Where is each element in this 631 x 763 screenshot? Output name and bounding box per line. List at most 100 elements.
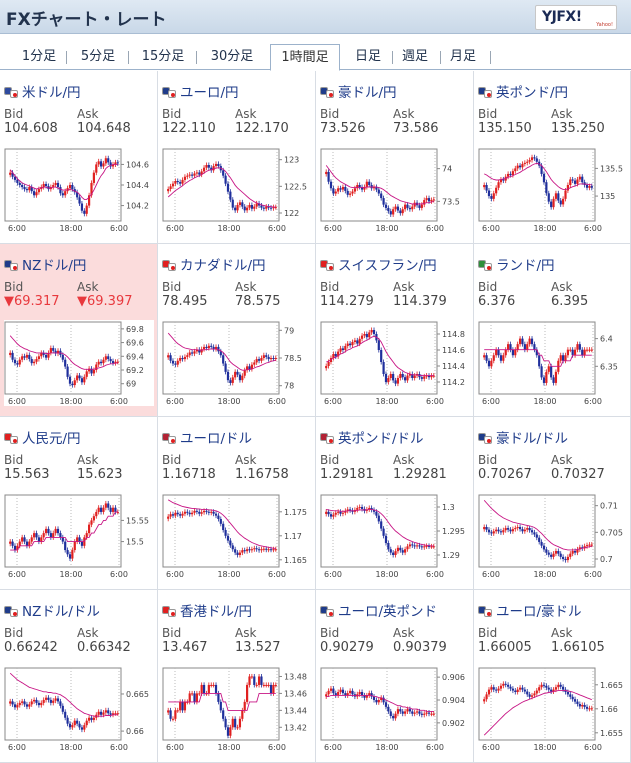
candle-body (576, 549, 579, 553)
mini-chart[interactable]: 13.48 13.46 13.44 13.42 6:00 18:00 6:00 (162, 666, 312, 752)
tab-8[interactable]: 月足 (449, 49, 476, 64)
candle-body (408, 709, 411, 712)
pair-name[interactable]: 香港ドル/円 (180, 604, 253, 620)
mini-chart[interactable]: 1.3 1.295 1.29 6:00 18:00 6:00 (320, 493, 470, 579)
mini-chart[interactable]: 74 73.5 6:00 18:00 6:00 (320, 147, 470, 233)
candle-body (35, 699, 38, 703)
pair-link[interactable]: NZドル/ドル (4, 600, 100, 620)
candle-body (329, 514, 333, 517)
pair-name[interactable]: NZドル/ドル (22, 604, 100, 620)
pair-name[interactable]: ユーロ/豪ドル (496, 604, 582, 620)
flag-quote-icon (168, 263, 176, 271)
pair-name[interactable]: 人民元/円 (22, 431, 81, 447)
pair-name[interactable]: NZドル/円 (22, 258, 87, 274)
tab-1[interactable]: 1分足 (21, 49, 57, 64)
pair-link[interactable]: スイスフラン/円 (320, 254, 437, 274)
rate-card[interactable]: NZドル/円 Bid Ask ▼69.317 ▼69.397 69.8 69.6 69.4 69… (0, 244, 158, 417)
candle-body (349, 509, 352, 511)
pair-link[interactable]: 英ポンド/円 (478, 81, 568, 101)
pair-name[interactable]: 英ポンド/ドル (338, 431, 424, 447)
tab-4[interactable]: 30分足 (210, 49, 254, 64)
mini-chart[interactable]: 6.4 6.35 6:00 18:00 6:00 (478, 320, 628, 406)
pair-link[interactable]: ユーロ/英ポンド (320, 600, 437, 620)
candle-body (327, 690, 330, 695)
tab-5[interactable]: 1時間足 (270, 44, 340, 71)
rate-card[interactable]: 米ドル/円 Bid Ask 104.608 104.648 104.6 104.4 104.2… (0, 71, 158, 244)
pair-link[interactable]: ユーロ/豪ドル (478, 600, 582, 620)
pair-link[interactable]: NZドル/円 (4, 254, 86, 274)
candle-body (566, 185, 569, 191)
candle-body (552, 689, 555, 692)
rate-card[interactable]: 英ポンド/ドル Bid Ask 1.29181 1.29281 1.3 1.295 1.29 6… (316, 417, 474, 590)
candle-body (16, 363, 19, 365)
mini-chart[interactable]: 0.71 0.705 0.7 6:00 18:00 6:00 (478, 493, 628, 579)
rate-card[interactable]: ユーロ/円 Bid Ask 122.110 122.170 123 122.5 122 6:00… (158, 71, 316, 244)
pair-link[interactable]: ランド/円 (478, 254, 555, 274)
rate-card[interactable]: スイスフラン/円 Bid Ask 114.279 114.379 114.8 114.6 11… (316, 244, 474, 417)
candle-body (332, 688, 335, 694)
mini-chart[interactable]: 135.5 135 6:00 18:00 6:00 (478, 147, 628, 233)
rate-card[interactable]: 人民元/円 Bid Ask 15.563 15.623 15.55 15.5 6:00 18:0… (0, 417, 158, 590)
candle-body (339, 188, 342, 190)
candle-body (581, 176, 584, 183)
rate-card[interactable]: ユーロ/ドル Bid Ask 1.16718 1.16758 1.175 1.17 1.165… (158, 417, 316, 590)
tab-2[interactable]: 5分足 (80, 49, 116, 64)
y-tick-label: 114.4 (442, 362, 465, 371)
pair-link[interactable]: 豪ドル/円 (320, 81, 397, 101)
pair-name[interactable]: 豪ドル/円 (338, 85, 397, 101)
y-tick-label: 69.6 (126, 339, 144, 348)
mini-chart[interactable]: 104.6 104.4 104.2 6:00 18:00 6:00 (4, 147, 154, 233)
mini-chart[interactable]: 1.665 1.66 1.655 6:00 18:00 6:00 (478, 666, 628, 752)
pair-name[interactable]: カナダドル/円 (180, 258, 266, 274)
mini-chart[interactable]: 15.55 15.5 6:00 18:00 6:00 (4, 493, 154, 579)
pair-name[interactable]: ユーロ/英ポンド (338, 604, 438, 620)
mini-chart[interactable]: 79 78.5 78 6:00 18:00 6:00 (162, 320, 312, 406)
candle-body (557, 193, 560, 201)
rate-card[interactable]: ユーロ/英ポンド Bid Ask 0.90279 0.90379 0.906 0.904 0.… (316, 590, 474, 763)
pair-name[interactable]: 米ドル/円 (22, 85, 81, 101)
mini-chart[interactable]: 123 122.5 122 6:00 18:00 6:00 (162, 147, 312, 233)
brand-logo[interactable]: YJFX! Yahoo! (535, 5, 617, 30)
pair-name[interactable]: ユーロ/ドル (180, 431, 253, 447)
rate-card[interactable]: 英ポンド/円 Bid Ask 135.150 135.250 135.5 135 6:00 18… (474, 71, 631, 244)
mini-chart[interactable]: 0.665 0.66 6:00 18:00 6:00 (4, 666, 154, 752)
tab-3[interactable]: 15分足 (141, 49, 185, 64)
pair-name[interactable]: ランド/円 (496, 258, 555, 274)
rate-card[interactable]: 豪ドル/ドル Bid Ask 0.70267 0.70327 0.71 0.705 0.7 6:… (474, 417, 631, 590)
pair-link[interactable]: 米ドル/円 (4, 81, 81, 101)
rate-card[interactable]: 豪ドル/円 Bid Ask 73.526 73.586 74 73.5 6:00 18:00 6:… (316, 71, 474, 244)
candle-body (526, 344, 529, 350)
rate-card[interactable]: ランド/円 Bid Ask 6.376 6.395 6.4 6.35 6:00 18:00 6:0… (474, 244, 631, 417)
candle-body (42, 183, 45, 188)
pair-link[interactable]: 人民元/円 (4, 427, 81, 447)
pair-name[interactable]: スイスフラン/円 (338, 258, 437, 274)
x-tick-label: 6:00 (8, 570, 26, 579)
candle-body (174, 710, 177, 719)
pair-link[interactable]: 豪ドル/ドル (478, 427, 568, 447)
pair-link[interactable]: 英ポンド/ドル (320, 427, 424, 447)
tab-7[interactable]: 週足 (401, 49, 428, 64)
chart-svg: 69.8 69.6 69.4 69.2 69 6:00 18:00 6:00 (4, 321, 144, 406)
rate-card[interactable]: ユーロ/豪ドル Bid Ask 1.66005 1.66105 1.665 1.66 1.65… (474, 590, 631, 763)
y-tick-label: 1.29 (442, 551, 460, 560)
rate-card[interactable]: 香港ドル/円 Bid Ask 13.467 13.527 13.48 13.46 13.44 1… (158, 590, 316, 763)
pair-name[interactable]: 英ポンド/円 (496, 85, 569, 101)
pair-link[interactable]: ユーロ/円 (162, 81, 239, 101)
candle-body (76, 192, 79, 198)
candle-body (394, 551, 397, 555)
mini-chart[interactable]: 69.8 69.6 69.4 69.2 69 6:00 18:00 6:00 (4, 320, 154, 406)
pair-link[interactable]: カナダドル/円 (162, 254, 266, 274)
candle-body (267, 206, 270, 208)
pair-link[interactable]: ユーロ/ドル (162, 427, 252, 447)
pair-name[interactable]: 豪ドル/ドル (496, 431, 569, 447)
rate-card[interactable]: NZドル/ドル Bid Ask 0.66242 0.66342 0.665 0.66 6:00… (0, 590, 158, 763)
tab-6[interactable]: 日足 (354, 49, 381, 64)
mini-chart[interactable]: 1.175 1.17 1.165 6:00 18:00 6:00 (162, 493, 312, 579)
pair-link[interactable]: 香港ドル/円 (162, 600, 252, 620)
rate-card[interactable]: カナダドル/円 Bid Ask 78.495 78.575 79 78.5 78 6:00 18:… (158, 244, 316, 417)
pair-name[interactable]: ユーロ/円 (180, 85, 239, 101)
candle-body (102, 507, 105, 512)
mini-chart[interactable]: 0.906 0.904 0.902 6:00 18:00 6:00 (320, 666, 470, 752)
mini-chart[interactable]: 114.8 114.6 114.4 114.2 6:00 18:00 6:00 (320, 320, 470, 406)
candle-body (99, 361, 103, 364)
